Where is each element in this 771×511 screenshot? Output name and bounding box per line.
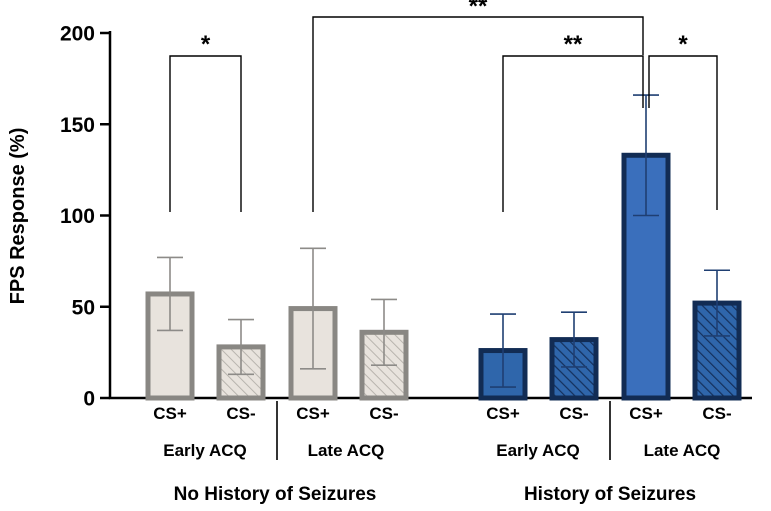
significance-label: ** bbox=[564, 31, 583, 58]
x-tick-label: CS- bbox=[226, 404, 255, 423]
significance-bracket bbox=[648, 55, 718, 210]
x-tick-label: CS+ bbox=[296, 404, 330, 423]
x-tick-label: CS+ bbox=[629, 404, 663, 423]
significance-label: ** bbox=[469, 0, 488, 20]
group-label: History of Seizures bbox=[524, 484, 696, 505]
y-tick-label: 150 bbox=[60, 114, 95, 137]
y-tick-label: 200 bbox=[60, 23, 95, 46]
bar bbox=[621, 152, 671, 401]
y-tick-label: 0 bbox=[83, 388, 95, 411]
phase-label: Late ACQ bbox=[308, 441, 385, 460]
significance-label: * bbox=[678, 31, 688, 58]
y-tick-label: 100 bbox=[60, 205, 95, 228]
phase-label: Late ACQ bbox=[644, 441, 721, 460]
group-label: No History of Seizures bbox=[174, 484, 377, 505]
phase-label: Early ACQ bbox=[496, 441, 579, 460]
significance-label: * bbox=[201, 31, 211, 58]
x-tick-label: CS+ bbox=[486, 404, 520, 423]
y-tick-label: 50 bbox=[72, 296, 95, 319]
y-axis-title: FPS Response (%) bbox=[7, 128, 29, 305]
significance-bracket bbox=[169, 55, 242, 212]
x-tick-label: CS- bbox=[702, 404, 731, 423]
x-tick-label: CS- bbox=[559, 404, 588, 423]
phase-label: Early ACQ bbox=[163, 441, 246, 460]
significance-bracket bbox=[312, 16, 644, 212]
x-tick-label: CS- bbox=[369, 404, 398, 423]
x-tick-label: CS+ bbox=[153, 404, 187, 423]
significance-bracket bbox=[502, 55, 644, 212]
